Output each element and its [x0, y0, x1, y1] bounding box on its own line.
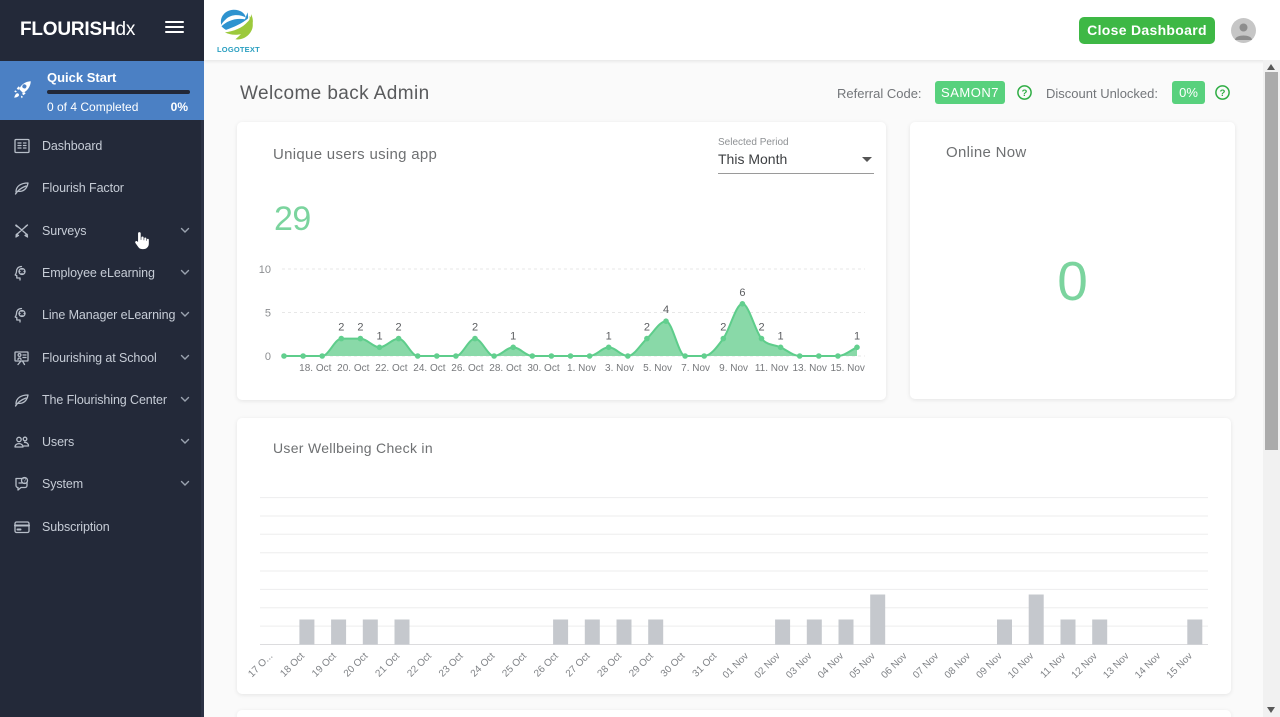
svg-text:2: 2 [758, 322, 764, 334]
svg-text:1. Nov: 1. Nov [567, 363, 596, 374]
svg-text:13. Nov: 13. Nov [792, 363, 826, 374]
svg-text:19 Oct: 19 Oct [310, 651, 339, 680]
svg-text:2: 2 [396, 322, 402, 334]
svg-text:12 Nov: 12 Nov [1070, 651, 1100, 681]
svg-text:11. Nov: 11. Nov [755, 363, 789, 374]
svg-text:9. Nov: 9. Nov [719, 363, 748, 374]
svg-text:24 Oct: 24 Oct [469, 651, 498, 680]
svg-text:6: 6 [739, 287, 745, 299]
svg-text:03 Nov: 03 Nov [784, 651, 814, 681]
svg-text:1: 1 [376, 330, 382, 342]
svg-text:08 Nov: 08 Nov [943, 651, 973, 681]
svg-text:18. Oct: 18. Oct [299, 363, 331, 374]
svg-text:2: 2 [720, 322, 726, 334]
svg-text:11 Nov: 11 Nov [1038, 651, 1068, 681]
svg-text:20 Oct: 20 Oct [342, 651, 371, 680]
svg-text:22. Oct: 22. Oct [375, 363, 407, 374]
svg-text:10: 10 [259, 264, 271, 276]
svg-text:30. Oct: 30. Oct [527, 363, 559, 374]
svg-text:25 Oct: 25 Oct [500, 651, 529, 680]
svg-text:15 Nov: 15 Nov [1165, 651, 1195, 681]
svg-text:01 Nov: 01 Nov [721, 651, 751, 681]
svg-text:30 Oct: 30 Oct [659, 651, 688, 680]
svg-text:17 O...: 17 O... [246, 651, 275, 680]
svg-text:15. Nov: 15. Nov [830, 363, 864, 374]
svg-text:4: 4 [663, 304, 669, 316]
svg-text:?: ? [1022, 88, 1028, 99]
svg-text:23 Oct: 23 Oct [437, 651, 466, 680]
svg-text:3. Nov: 3. Nov [605, 363, 634, 374]
svg-text:09 Nov: 09 Nov [974, 651, 1004, 681]
svg-text:05 Nov: 05 Nov [848, 651, 878, 681]
svg-text:13 Nov: 13 Nov [1101, 651, 1131, 681]
svg-text:10 Nov: 10 Nov [1006, 651, 1036, 681]
svg-text:5: 5 [265, 308, 271, 320]
svg-text:02 Nov: 02 Nov [753, 651, 783, 681]
svg-text:1: 1 [606, 330, 612, 342]
svg-text:7. Nov: 7. Nov [681, 363, 710, 374]
svg-text:0: 0 [265, 351, 271, 363]
svg-text:26 Oct: 26 Oct [532, 651, 561, 680]
svg-text:28 Oct: 28 Oct [596, 651, 625, 680]
svg-text:27 Oct: 27 Oct [564, 651, 593, 680]
svg-text:26. Oct: 26. Oct [451, 363, 483, 374]
svg-text:24. Oct: 24. Oct [413, 363, 445, 374]
svg-text:21 Oct: 21 Oct [374, 651, 403, 680]
svg-text:06 Nov: 06 Nov [879, 651, 909, 681]
svg-text:07 Nov: 07 Nov [911, 651, 941, 681]
svg-text:14 Nov: 14 Nov [1133, 651, 1163, 681]
svg-text:?: ? [23, 479, 27, 485]
svg-text:?: ? [1220, 88, 1226, 99]
svg-text:1: 1 [854, 330, 860, 342]
svg-text:22 Oct: 22 Oct [405, 651, 434, 680]
svg-text:20. Oct: 20. Oct [337, 363, 369, 374]
svg-text:28. Oct: 28. Oct [489, 363, 521, 374]
svg-text:5. Nov: 5. Nov [643, 363, 672, 374]
svg-text:1: 1 [778, 330, 784, 342]
svg-text:2: 2 [357, 322, 363, 334]
svg-text:2: 2 [338, 322, 344, 334]
svg-text:29 Oct: 29 Oct [627, 651, 656, 680]
svg-text:1: 1 [510, 330, 516, 342]
svg-text:2: 2 [472, 322, 478, 334]
svg-text:31 Oct: 31 Oct [691, 651, 720, 680]
svg-text:04 Nov: 04 Nov [816, 651, 846, 681]
svg-text:18 Oct: 18 Oct [278, 651, 307, 680]
svg-text:2: 2 [644, 322, 650, 334]
